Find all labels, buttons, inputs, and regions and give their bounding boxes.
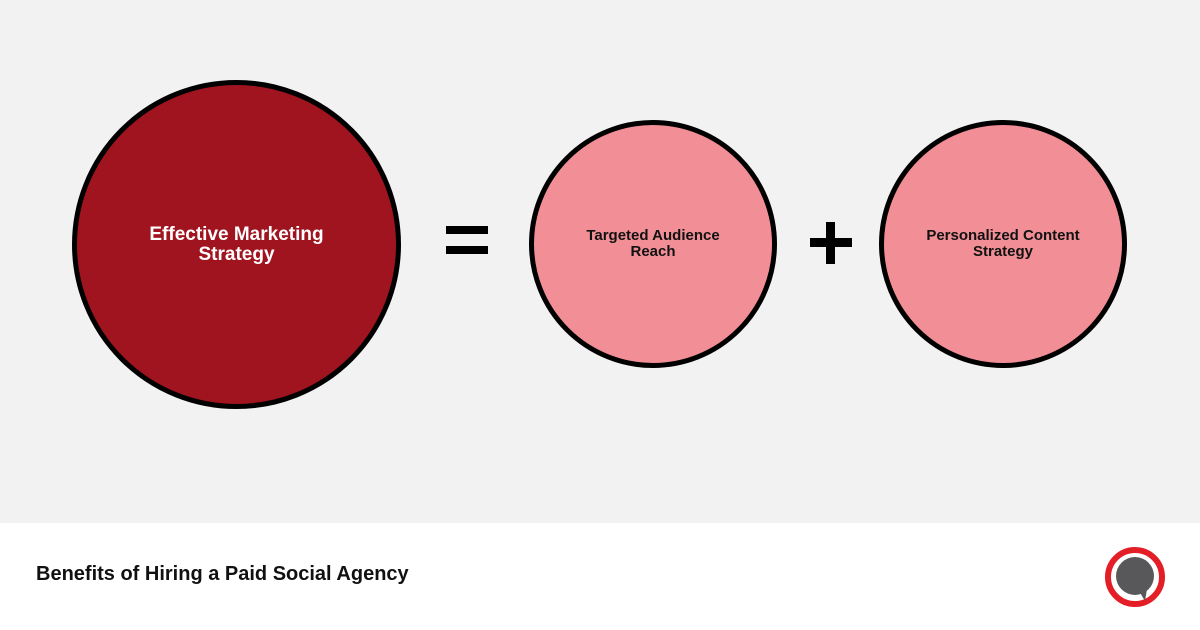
plus-icon: + — [810, 222, 852, 264]
result-circle: Effective Marketing Strategy — [72, 80, 401, 409]
term-circle-personalized-content: Personalized Content Strategy — [879, 120, 1127, 368]
speech-bubble-logo-icon — [1105, 547, 1165, 607]
term-circle-targeted-audience: Targeted Audience Reach — [529, 120, 777, 368]
term2-label: Personalized Content Strategy — [926, 227, 1080, 260]
result-label: Effective Marketing Strategy — [149, 223, 324, 265]
term1-label: Targeted Audience Reach — [586, 227, 720, 260]
footer-title: Benefits of Hiring a Paid Social Agency — [36, 563, 409, 585]
equals-icon: = — [446, 226, 488, 254]
diagram-area: Effective Marketing Strategy = Targeted … — [0, 0, 1200, 523]
